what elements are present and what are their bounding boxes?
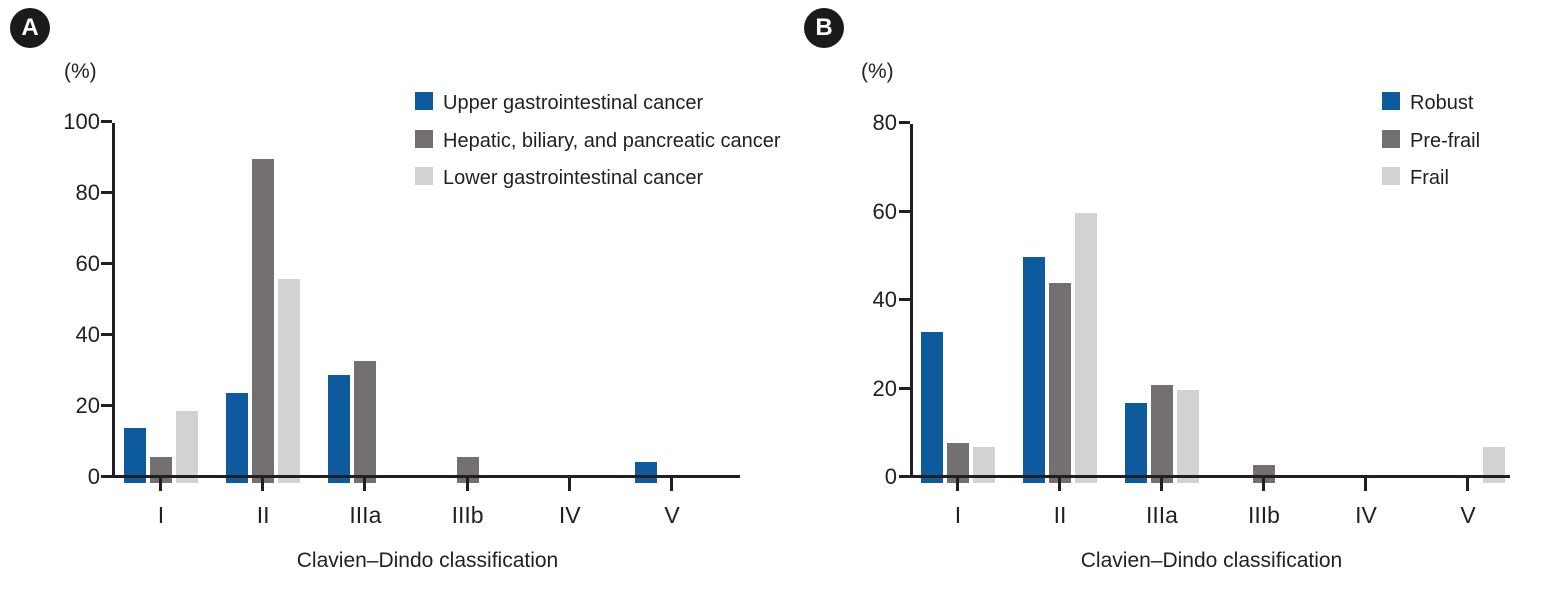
y-axis-unit-label: (%) bbox=[861, 60, 894, 83]
legend-swatch bbox=[1382, 129, 1400, 148]
bar bbox=[226, 392, 249, 483]
y-tick bbox=[101, 120, 112, 123]
bar bbox=[1023, 256, 1045, 483]
x-axis-line bbox=[910, 475, 1510, 478]
y-tick-label: 20 bbox=[75, 393, 100, 418]
x-tick-label: I bbox=[954, 502, 962, 528]
legend-swatch bbox=[1382, 167, 1400, 185]
panel-b: B (%) 0 20 40 60 80 I II IIIa IIIb IV V Robust Pre-f… bbox=[770, 0, 1543, 596]
y-tick-label: 40 bbox=[872, 287, 897, 312]
x-axis-line bbox=[112, 475, 740, 478]
x-tick-label: IIIb bbox=[1248, 502, 1280, 528]
y-axis-unit-label: (%) bbox=[64, 60, 97, 83]
legend-label: Hepatic, biliary, and pancreatic cancer bbox=[443, 129, 781, 152]
bar bbox=[176, 410, 198, 483]
x-tick-label: IIIb bbox=[451, 502, 484, 528]
x-tick bbox=[1262, 478, 1265, 491]
x-tick bbox=[1160, 478, 1163, 491]
bar bbox=[1483, 447, 1505, 483]
y-tick-label: 60 bbox=[872, 198, 897, 224]
y-tick-label: 0 bbox=[87, 464, 100, 489]
y-axis-line bbox=[910, 124, 913, 478]
panel-b-badge: B bbox=[804, 8, 844, 48]
bar bbox=[921, 331, 943, 483]
x-tick-label: IIIa bbox=[349, 502, 382, 528]
x-tick-label: I bbox=[157, 502, 165, 528]
bar bbox=[947, 442, 969, 483]
legend-item: Hepatic, biliary, and pancreatic cancer bbox=[415, 129, 815, 152]
x-tick bbox=[465, 478, 469, 491]
legend-item: Lower gastrointestinal cancer bbox=[415, 167, 815, 189]
y-tick-label: 80 bbox=[872, 110, 897, 135]
legend-item: Upper gastrointestinal cancer bbox=[415, 92, 815, 114]
legend-label: Upper gastrointestinal cancer bbox=[443, 92, 704, 114]
bar bbox=[973, 447, 995, 483]
x-tick-label: II bbox=[1053, 502, 1067, 528]
x-tick bbox=[956, 478, 959, 491]
x-tick bbox=[670, 478, 673, 491]
legend-swatch bbox=[415, 129, 433, 148]
x-axis-title: Clavien–Dindo classification bbox=[296, 549, 559, 572]
legend-item: Frail bbox=[1382, 167, 1543, 189]
y-tick bbox=[101, 262, 112, 265]
x-tick bbox=[159, 478, 162, 491]
panel-a: A (%) 0 20 40 60 80 100 I II IIIa IIIb IV V Upper ga… bbox=[0, 0, 781, 596]
y-tick bbox=[101, 333, 112, 336]
x-tick-label: IV bbox=[1355, 502, 1377, 528]
y-tick-label: 80 bbox=[75, 180, 100, 205]
bar bbox=[635, 462, 657, 483]
x-tick-label: IV bbox=[558, 502, 581, 528]
y-tick bbox=[899, 386, 910, 390]
bar bbox=[124, 428, 146, 483]
x-tick-label: II bbox=[256, 502, 270, 528]
bar bbox=[1177, 389, 1199, 483]
panel-a-badge: A bbox=[10, 8, 50, 48]
x-tick bbox=[567, 478, 571, 491]
legend-label: Frail bbox=[1410, 167, 1449, 189]
bar bbox=[252, 158, 275, 483]
bar bbox=[278, 279, 301, 483]
y-tick-label: 60 bbox=[75, 251, 100, 276]
y-tick-label: 100 bbox=[63, 109, 100, 134]
bar bbox=[1049, 283, 1071, 483]
y-tick bbox=[899, 298, 910, 301]
legend-label: Lower gastrointestinal cancer bbox=[443, 167, 704, 189]
legend-item: Robust bbox=[1382, 92, 1543, 114]
y-tick bbox=[101, 191, 112, 194]
x-tick-label: V bbox=[664, 502, 680, 528]
y-axis-line bbox=[112, 123, 115, 478]
bar bbox=[328, 375, 351, 483]
chart-b: 0 20 40 60 80 I II IIIa IIIb IV V Robust Pre-frail Fr… bbox=[770, 0, 1543, 596]
legend-swatch bbox=[415, 92, 433, 110]
y-tick bbox=[899, 121, 910, 124]
legend-label: Robust bbox=[1410, 92, 1474, 114]
x-tick bbox=[261, 478, 265, 491]
bar bbox=[1151, 385, 1173, 483]
legend-swatch bbox=[415, 167, 433, 185]
legend-swatch bbox=[1382, 92, 1400, 110]
bar bbox=[1075, 212, 1097, 483]
x-tick bbox=[363, 478, 367, 491]
y-tick bbox=[101, 475, 112, 478]
y-tick bbox=[899, 475, 910, 478]
x-tick-label: V bbox=[1460, 502, 1476, 528]
x-tick-label: IIIa bbox=[1146, 502, 1178, 528]
y-tick bbox=[899, 209, 910, 213]
y-tick-label: 0 bbox=[884, 464, 897, 489]
x-tick bbox=[1364, 478, 1367, 491]
x-tick bbox=[1058, 478, 1061, 491]
legend-item: Pre-frail bbox=[1382, 129, 1543, 152]
x-axis-title: Clavien–Dindo classification bbox=[1080, 549, 1343, 572]
legend-label: Pre-frail bbox=[1410, 129, 1481, 152]
y-tick-label: 40 bbox=[75, 322, 100, 347]
bar bbox=[1253, 464, 1275, 483]
bar bbox=[1125, 402, 1147, 483]
bar bbox=[354, 360, 377, 483]
x-tick bbox=[1466, 478, 1469, 491]
y-tick bbox=[101, 404, 112, 407]
y-tick-label: 20 bbox=[872, 375, 897, 401]
chart-a: 0 20 40 60 80 100 I II IIIa IIIb IV V Upper gastroin… bbox=[0, 0, 781, 596]
